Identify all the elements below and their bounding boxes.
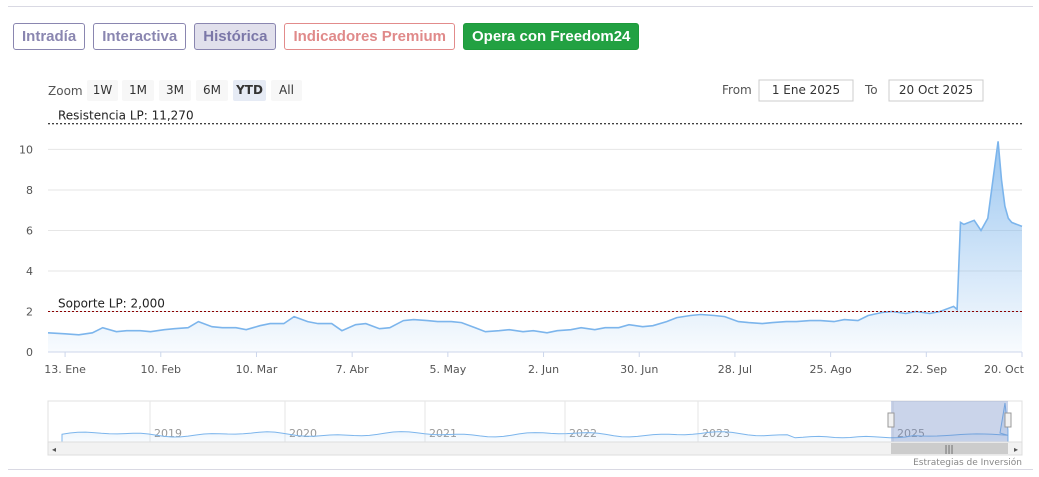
- scrollbar-grip-icon: |||: [944, 445, 953, 455]
- y-tick-label: 6: [26, 224, 33, 237]
- zoom-button-all[interactable]: [271, 80, 302, 101]
- top-rule: [8, 6, 1033, 7]
- scrollbar-thumb[interactable]: [891, 443, 1008, 454]
- zoom-button-label: 1W: [93, 83, 113, 97]
- resistance-label: Resistencia LP: 11,270: [58, 109, 194, 123]
- x-tick-label: 5. May: [429, 363, 466, 376]
- y-tick-label: 4: [26, 265, 33, 278]
- x-tick-label: 28. Jul: [718, 363, 752, 376]
- zoom-button-label: 1M: [129, 83, 147, 97]
- scroll-right-arrow-icon[interactable]: ▸: [1014, 445, 1018, 454]
- chart-mode-tabs: Intradía Interactiva Histórica Indicador…: [13, 23, 640, 50]
- navigator-selection[interactable]: [891, 401, 1008, 442]
- tab-interactiva[interactable]: Interactiva: [93, 23, 187, 50]
- x-tick-label: 13. Ene: [44, 363, 86, 376]
- scrollbar-track[interactable]: [47, 441, 1023, 456]
- to-date-input[interactable]: [888, 79, 984, 102]
- chart-credit: Estrategias de Inversión: [913, 457, 1022, 468]
- opera-freedom24-button[interactable]: Opera con Freedom24: [463, 23, 640, 50]
- y-tick-label: 8: [26, 184, 33, 197]
- navigator-handle-right[interactable]: [1004, 412, 1012, 428]
- x-tick-label: 22. Sep: [905, 363, 947, 376]
- to-date-value: 20 Oct 2025: [899, 83, 973, 97]
- from-label: From: [722, 83, 752, 97]
- zoom-button-6m[interactable]: [196, 80, 228, 101]
- x-tick-label: 30. Jun: [620, 363, 658, 376]
- zoom-button-label: All: [279, 83, 294, 97]
- x-tick-label: 7. Abr: [336, 363, 369, 376]
- navigator-series: [61, 402, 1009, 443]
- price-line: [47, 141, 1023, 336]
- zoom-button-label: 6M: [203, 83, 221, 97]
- zoom-button-label: 3M: [166, 83, 184, 97]
- x-axis-labels: 13. Ene 10. Feb 10. Mar 7. Abr 5. May 2. Jun 3…: [44, 352, 1025, 376]
- zoom-button-1m[interactable]: [122, 80, 154, 101]
- y-tick-label: 10: [19, 143, 33, 156]
- support-label: Soporte LP: 2,000: [58, 296, 165, 310]
- bottom-rule: [8, 469, 1033, 470]
- y-tick-label: 0: [26, 346, 33, 359]
- y-tick-label: 2: [26, 305, 33, 318]
- tab-historica[interactable]: Histórica: [194, 23, 277, 50]
- to-label: To: [864, 83, 878, 97]
- plot-lines: Resistencia LP: 11,270 Soporte LP: 2,000: [48, 109, 1022, 312]
- zoom-label: Zoom: [48, 84, 83, 98]
- zoom-button-3m[interactable]: [159, 80, 191, 101]
- zoom-button-1w[interactable]: [87, 80, 118, 101]
- from-date-input[interactable]: [758, 79, 854, 102]
- zoom-buttons: 1W 1M 3M 6M YTD All: [87, 80, 302, 101]
- zoom-button-label: YTD: [235, 83, 263, 97]
- x-tick-label: 10. Mar: [236, 363, 278, 376]
- y-axis-labels: 0 2 4 6 8 10: [19, 143, 33, 359]
- x-tick-label: 10. Feb: [141, 363, 181, 376]
- x-tick-label: 2. Jun: [528, 363, 559, 376]
- from-date-value: 1 Ene 2025: [772, 83, 840, 97]
- tab-indicadores-premium[interactable]: Indicadores Premium: [284, 23, 455, 50]
- price-area: [48, 141, 1022, 352]
- tab-intradia[interactable]: Intradía: [13, 23, 86, 50]
- zoom-button-ytd[interactable]: [233, 80, 266, 101]
- x-tick-label: 20. Oct: [984, 363, 1025, 376]
- scroll-left-arrow-icon[interactable]: ◂: [52, 445, 56, 454]
- navigator-handle-left[interactable]: [887, 412, 895, 428]
- x-tick-label: 25. Ago: [810, 363, 852, 376]
